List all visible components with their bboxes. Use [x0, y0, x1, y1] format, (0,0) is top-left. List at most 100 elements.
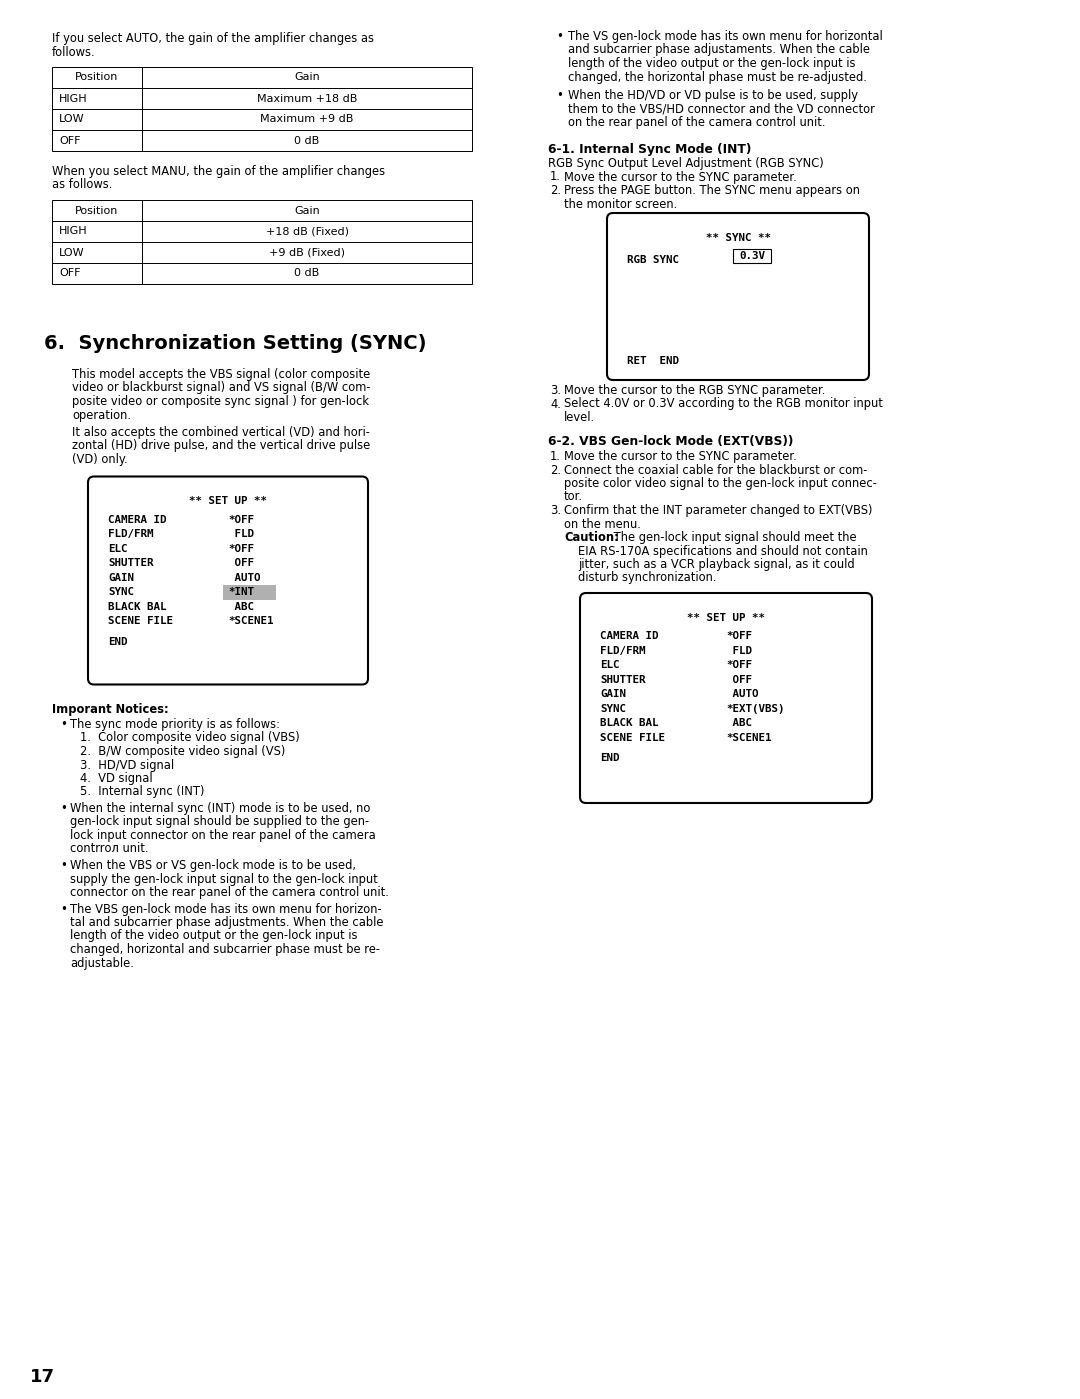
Text: 6.  Synchronization Setting (SYNC): 6. Synchronization Setting (SYNC): [44, 334, 427, 353]
Text: FLD/FRM: FLD/FRM: [108, 529, 153, 539]
Text: AUTO: AUTO: [228, 572, 260, 583]
Text: ** SYNC **: ** SYNC **: [705, 234, 770, 243]
Text: 3.: 3.: [550, 383, 561, 397]
Text: AUTO: AUTO: [726, 690, 758, 700]
Text: The gen-lock input signal should meet the: The gen-lock input signal should meet th…: [610, 532, 856, 544]
Text: 4.: 4.: [550, 397, 561, 410]
Text: *SCENE1: *SCENE1: [228, 616, 273, 627]
Text: level.: level.: [564, 411, 595, 424]
Text: 1.: 1.: [550, 450, 561, 463]
Text: Select 4.0V or 0.3V according to the RGB monitor input: Select 4.0V or 0.3V according to the RGB…: [564, 397, 882, 410]
Text: HIGH: HIGH: [59, 227, 87, 236]
Text: BLACK BAL: BLACK BAL: [600, 718, 659, 729]
Text: ABC: ABC: [726, 718, 752, 729]
Text: 6-2. VBS Gen-lock Mode (EXT(VBS)): 6-2. VBS Gen-lock Mode (EXT(VBS)): [548, 435, 794, 448]
Text: posite color video signal to the gen-lock input connec-: posite color video signal to the gen-loc…: [564, 477, 877, 490]
Text: operation.: operation.: [72, 409, 131, 421]
Text: ELC: ELC: [600, 660, 620, 670]
Text: GAIN: GAIN: [600, 690, 626, 700]
Text: END: END: [600, 753, 620, 764]
Text: OFF: OFF: [726, 674, 752, 684]
Text: RET  END: RET END: [627, 355, 679, 367]
Text: *OFF: *OFF: [228, 544, 254, 554]
Text: *INT: *INT: [228, 588, 254, 597]
Text: on the rear panel of the camera control unit.: on the rear panel of the camera control …: [568, 116, 825, 129]
Text: Move the cursor to the SYNC parameter.: Move the cursor to the SYNC parameter.: [564, 450, 797, 463]
Text: Gain: Gain: [294, 73, 320, 83]
Text: *EXT(VBS): *EXT(VBS): [726, 704, 784, 713]
Text: 2.: 2.: [550, 185, 561, 197]
Text: When the internal sync (INT) mode is to be used, no: When the internal sync (INT) mode is to …: [70, 802, 370, 816]
Text: •: •: [60, 802, 67, 816]
Text: LOW: LOW: [59, 248, 84, 257]
Text: 6-1. Internal Sync Mode (INT): 6-1. Internal Sync Mode (INT): [548, 143, 752, 155]
Text: supply the gen-lock input signal to the gen-lock input: supply the gen-lock input signal to the …: [70, 873, 378, 886]
Text: changed, horizontal and subcarrier phase must be re-: changed, horizontal and subcarrier phase…: [70, 943, 380, 956]
Text: and subcarrier phase adjustaments. When the cable: and subcarrier phase adjustaments. When …: [568, 43, 870, 56]
Text: When the HD/VD or VD pulse is to be used, supply: When the HD/VD or VD pulse is to be used…: [568, 90, 858, 102]
Text: SHUTTER: SHUTTER: [600, 674, 646, 684]
Text: +9 dB (Fixed): +9 dB (Fixed): [269, 248, 345, 257]
Text: 3.: 3.: [550, 504, 561, 518]
FancyBboxPatch shape: [580, 593, 872, 803]
Text: 2.  B/W composite video signal (VS): 2. B/W composite video signal (VS): [80, 746, 285, 758]
Text: •: •: [60, 902, 67, 915]
Bar: [222, 585, 276, 600]
Text: Position: Position: [76, 73, 119, 83]
Text: *OFF: *OFF: [726, 631, 752, 641]
Text: FLD: FLD: [228, 529, 254, 539]
Text: +18 dB (Fixed): +18 dB (Fixed): [266, 227, 349, 236]
Text: 4.  VD signal: 4. VD signal: [80, 772, 152, 785]
Text: 2.: 2.: [550, 463, 561, 477]
Text: SYNC: SYNC: [600, 704, 626, 713]
Text: 1.: 1.: [550, 171, 561, 183]
Text: *SCENE1: *SCENE1: [726, 733, 771, 743]
Text: adjustable.: adjustable.: [70, 957, 134, 970]
Text: Position: Position: [76, 206, 119, 215]
Text: Maximum +9 dB: Maximum +9 dB: [260, 115, 353, 125]
Text: FLD: FLD: [726, 646, 752, 656]
Text: the monitor screen.: the monitor screen.: [564, 197, 677, 210]
Text: *OFF: *OFF: [228, 515, 254, 525]
Text: 0.3V: 0.3V: [739, 250, 765, 262]
Text: Press the PAGE button. The SYNC menu appears on: Press the PAGE button. The SYNC menu app…: [564, 185, 860, 197]
Text: Move the cursor to the RGB SYNC parameter.: Move the cursor to the RGB SYNC paramete…: [564, 383, 825, 397]
Text: OFF: OFF: [59, 136, 81, 145]
Text: •: •: [556, 29, 563, 43]
Text: RGB SYNC: RGB SYNC: [627, 255, 679, 264]
Text: It also accepts the combined vertical (VD) and hori-: It also accepts the combined vertical (V…: [72, 427, 369, 439]
Text: gen-lock input signal should be supplied to the gen-: gen-lock input signal should be supplied…: [70, 816, 369, 828]
Text: 1.  Color composite video signal (VBS): 1. Color composite video signal (VBS): [80, 732, 300, 744]
Text: The VS gen-lock mode has its own menu for horizontal: The VS gen-lock mode has its own menu fo…: [568, 29, 882, 43]
Text: them to the VBS/HD connector and the VD connector: them to the VBS/HD connector and the VD …: [568, 102, 875, 116]
Text: on the menu.: on the menu.: [564, 518, 640, 530]
Text: BLACK BAL: BLACK BAL: [108, 602, 166, 611]
Text: SYNC: SYNC: [108, 588, 134, 597]
Text: Confirm that the INT parameter changed to EXT(VBS): Confirm that the INT parameter changed t…: [564, 504, 873, 518]
Text: length of the video output or the gen-lock input is: length of the video output or the gen-lo…: [70, 929, 357, 943]
Bar: [52, 200, 472, 284]
Text: zontal (HD) drive pulse, and the vertical drive pulse: zontal (HD) drive pulse, and the vertica…: [72, 439, 370, 452]
Text: LOW: LOW: [59, 115, 84, 125]
Text: tal and subcarrier phase adjustments. When the cable: tal and subcarrier phase adjustments. Wh…: [70, 916, 383, 929]
Text: *OFF: *OFF: [726, 660, 752, 670]
Text: When you select MANU, the gain of the amplifier changes: When you select MANU, the gain of the am…: [52, 165, 386, 178]
Text: disturb synchronization.: disturb synchronization.: [578, 572, 716, 585]
Text: Connect the coaxial cable for the blackburst or com-: Connect the coaxial cable for the blackb…: [564, 463, 867, 477]
FancyBboxPatch shape: [87, 477, 368, 684]
Text: ** SET UP **: ** SET UP **: [189, 497, 267, 506]
Text: (VD) only.: (VD) only.: [72, 453, 127, 466]
Text: OFF: OFF: [59, 269, 81, 278]
Text: tor.: tor.: [564, 491, 583, 504]
Text: 5.  Internal sync (INT): 5. Internal sync (INT): [80, 785, 204, 799]
Text: contrrол unit.: contrrол unit.: [70, 842, 149, 856]
Text: lock input connector on the rear panel of the camera: lock input connector on the rear panel o…: [70, 830, 376, 842]
Text: SCENE FILE: SCENE FILE: [108, 616, 173, 627]
Text: Move the cursor to the SYNC parameter.: Move the cursor to the SYNC parameter.: [564, 171, 797, 183]
Text: HIGH: HIGH: [59, 94, 87, 104]
Text: If you select AUTO, the gain of the amplifier changes as: If you select AUTO, the gain of the ampl…: [52, 32, 374, 45]
Text: CAMERA ID: CAMERA ID: [600, 631, 659, 641]
Text: ABC: ABC: [228, 602, 254, 611]
Text: FLD/FRM: FLD/FRM: [600, 646, 646, 656]
Text: jitter, such as a VCR playback signal, as it could: jitter, such as a VCR playback signal, a…: [578, 558, 854, 571]
